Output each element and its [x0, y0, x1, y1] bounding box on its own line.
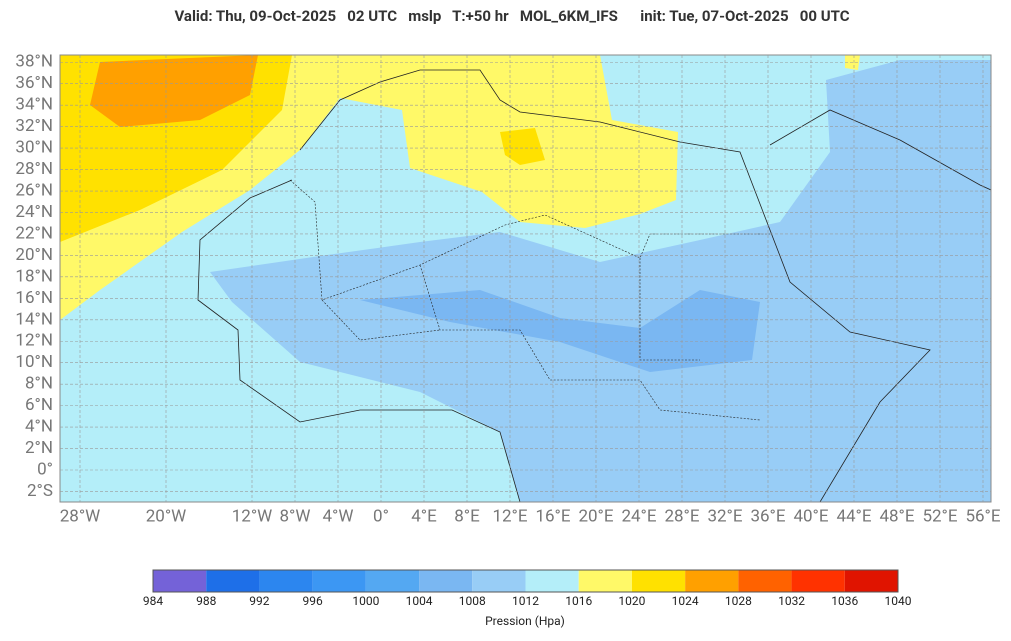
- lat-label: 10°N: [15, 352, 53, 372]
- colorbar-swatch: [844, 570, 898, 592]
- colorbar-tick-label: 1032: [778, 594, 805, 608]
- colorbar-swatch: [631, 570, 686, 592]
- colorbar-swatch: [578, 570, 632, 592]
- lon-label: 20°W: [146, 506, 187, 526]
- lon-label: 24°E: [621, 506, 656, 526]
- lat-label: 6°N: [25, 395, 53, 415]
- colorbar-swatch: [206, 570, 260, 592]
- lon-label: 8°W: [280, 506, 311, 526]
- lon-label: 32°E: [707, 506, 742, 526]
- lat-label: 12°N: [15, 331, 53, 351]
- colorbar-tick-label: 1028: [725, 594, 752, 608]
- colorbar-tick-label: 988: [196, 594, 216, 608]
- lon-label: 56°E: [965, 506, 1000, 526]
- lon-label: 12°W: [232, 506, 273, 526]
- lat-label: 2°N: [25, 438, 53, 458]
- colorbar-tick-label: 1016: [565, 594, 592, 608]
- colorbar-tick-label: 1000: [352, 594, 379, 608]
- lon-label: 4°W: [323, 506, 354, 526]
- lat-label: 28°N: [15, 159, 53, 179]
- colorbar-swatch: [738, 570, 792, 592]
- lon-label: 44°E: [836, 506, 871, 526]
- colorbar-swatch: [259, 570, 313, 592]
- lon-label: 36°E: [750, 506, 785, 526]
- colorbar-swatch: [365, 570, 420, 592]
- lat-label: 0°: [37, 459, 53, 479]
- colorbar-tick-label: 984: [143, 594, 163, 608]
- colorbar-tick-label: 992: [249, 594, 269, 608]
- lat-label: 18°N: [15, 266, 53, 286]
- lat-label: 32°N: [15, 116, 53, 136]
- lat-label: 34°N: [15, 95, 53, 115]
- lat-label: 26°N: [15, 181, 53, 201]
- lon-label: 0°: [373, 506, 389, 526]
- colorbar-frame: [152, 569, 899, 593]
- coastline: [197, 69, 991, 502]
- colorbar-tick-label: 1012: [512, 594, 539, 608]
- field-1008: [210, 60, 991, 502]
- colorbar-tick-label: 1020: [618, 594, 645, 608]
- colorbar-swatch: [472, 570, 526, 592]
- lat-label: 24°N: [15, 202, 53, 222]
- lat-label: 38°N: [15, 52, 53, 72]
- lon-label: 12°E: [492, 506, 527, 526]
- field-1024: [90, 55, 258, 127]
- colorbar-tick-label: 1008: [459, 594, 486, 608]
- lon-label: 20°E: [578, 506, 613, 526]
- borders: [289, 179, 770, 421]
- colorbar-swatch: [419, 570, 473, 592]
- colorbar-swatch: [153, 570, 207, 592]
- colorbar-swatch: [312, 570, 366, 592]
- lon-label: 4°E: [411, 506, 437, 526]
- lat-label: 16°N: [15, 288, 53, 308]
- colorbar-swatch: [791, 570, 845, 592]
- lat-label: 2°S: [27, 481, 53, 501]
- colorbar-swatch: [525, 570, 579, 592]
- colorbar-swatch: [685, 570, 739, 592]
- lat-label: 36°N: [15, 73, 53, 93]
- lat-label: 4°N: [25, 417, 53, 437]
- colorbar-tick-label: 1004: [406, 594, 433, 608]
- lon-label: 28°E: [664, 506, 699, 526]
- lon-label: 28°W: [60, 506, 101, 526]
- lat-label: 22°N: [15, 223, 53, 243]
- lon-label: 16°E: [535, 506, 570, 526]
- colorbar-tick-label: 1036: [831, 594, 858, 608]
- lat-label: 30°N: [15, 138, 53, 158]
- title: Valid: Thu, 09-Oct-2025 02 UTC mslp T:+5…: [174, 7, 849, 25]
- lat-label: 20°N: [15, 245, 53, 265]
- lon-label: 8°E: [454, 506, 480, 526]
- colorbar-tick-label: 996: [303, 594, 323, 608]
- colorbar-tick-label: 1024: [672, 594, 699, 608]
- lat-label: 14°N: [15, 309, 53, 329]
- lon-label: 52°E: [922, 506, 957, 526]
- lat-label: 8°N: [25, 374, 53, 394]
- lon-label: 48°E: [879, 506, 914, 526]
- map: [60, 55, 991, 502]
- field-1004: [360, 290, 760, 372]
- colorbar-tick-label: 1040: [885, 594, 912, 608]
- map-frame: [59, 54, 992, 503]
- colorbar-label: Pression (Hpa): [485, 614, 565, 628]
- lon-label: 40°E: [793, 506, 828, 526]
